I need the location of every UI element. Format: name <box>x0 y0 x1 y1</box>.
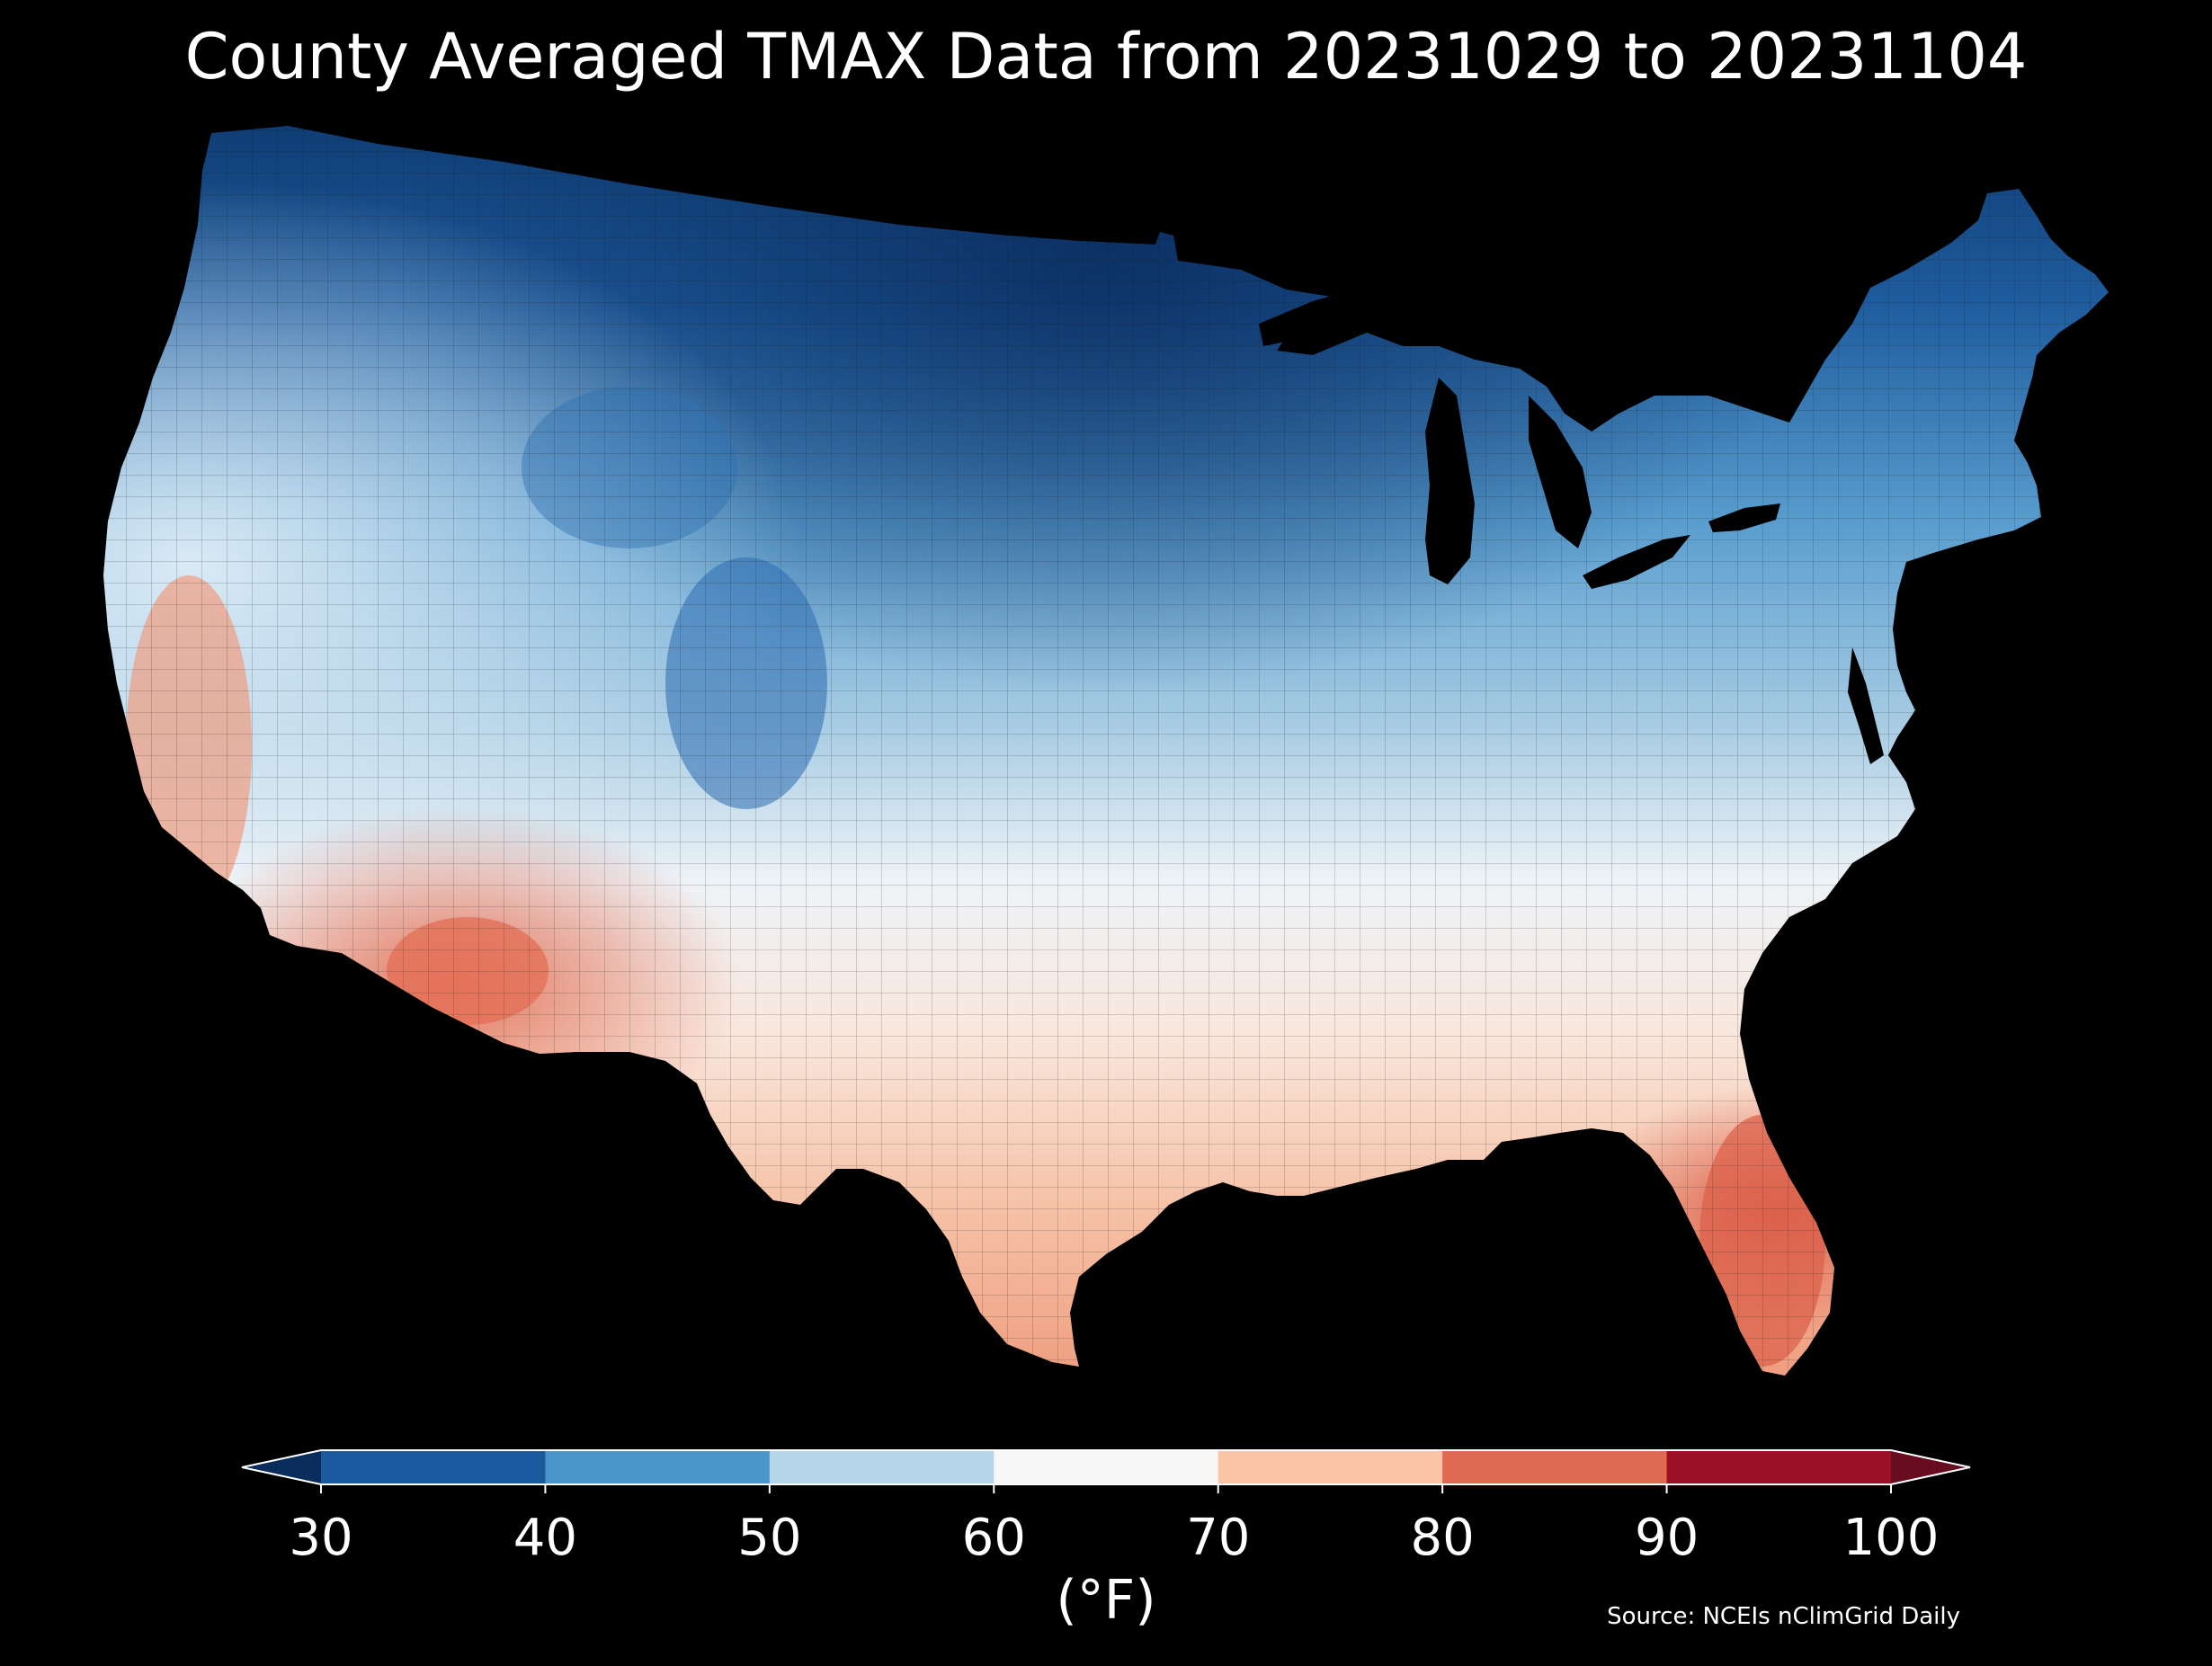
colorbar-unit-label: (°F) <box>1056 1569 1156 1632</box>
colorbar-bin <box>769 1450 995 1484</box>
source-note: Source: NCEIs nClimGrid Daily <box>1607 1603 1960 1630</box>
lake-michigan <box>1425 378 1475 584</box>
colorbar-tick-label: 100 <box>1843 1509 1940 1567</box>
lake-ontario <box>1708 503 1780 532</box>
lake-superior <box>1259 286 1389 346</box>
colorbar-bin <box>1442 1450 1668 1484</box>
colorbar-over-arrow <box>1891 1450 1970 1484</box>
page-title: County Averaged TMAX Data from 20231029 … <box>184 20 2028 94</box>
colorbar-bin <box>1217 1450 1443 1484</box>
colorbar-under-arrow <box>242 1450 321 1484</box>
lake-erie <box>1583 535 1690 589</box>
lake-huron <box>1529 396 1592 548</box>
colorbar-tick-label: 50 <box>737 1509 801 1567</box>
colorbar-tick-label: 60 <box>962 1509 1026 1567</box>
colorbar-tick-label: 40 <box>513 1509 577 1567</box>
colorbar-bin <box>1666 1450 1892 1484</box>
colorbar-outline <box>241 1449 1971 1485</box>
colorbar-bin <box>994 1450 1219 1484</box>
colorbar-tick-label: 70 <box>1186 1509 1250 1567</box>
colorbar-tick-label: 90 <box>1635 1509 1699 1567</box>
colorbar-tick-label: 80 <box>1411 1509 1475 1567</box>
colorbar-bin <box>545 1450 771 1484</box>
colorbar-tick-label: 30 <box>289 1509 352 1567</box>
chesapeake-bay <box>1848 647 1884 764</box>
colorbar-bin <box>321 1450 546 1484</box>
us-county-map <box>103 126 2109 1376</box>
